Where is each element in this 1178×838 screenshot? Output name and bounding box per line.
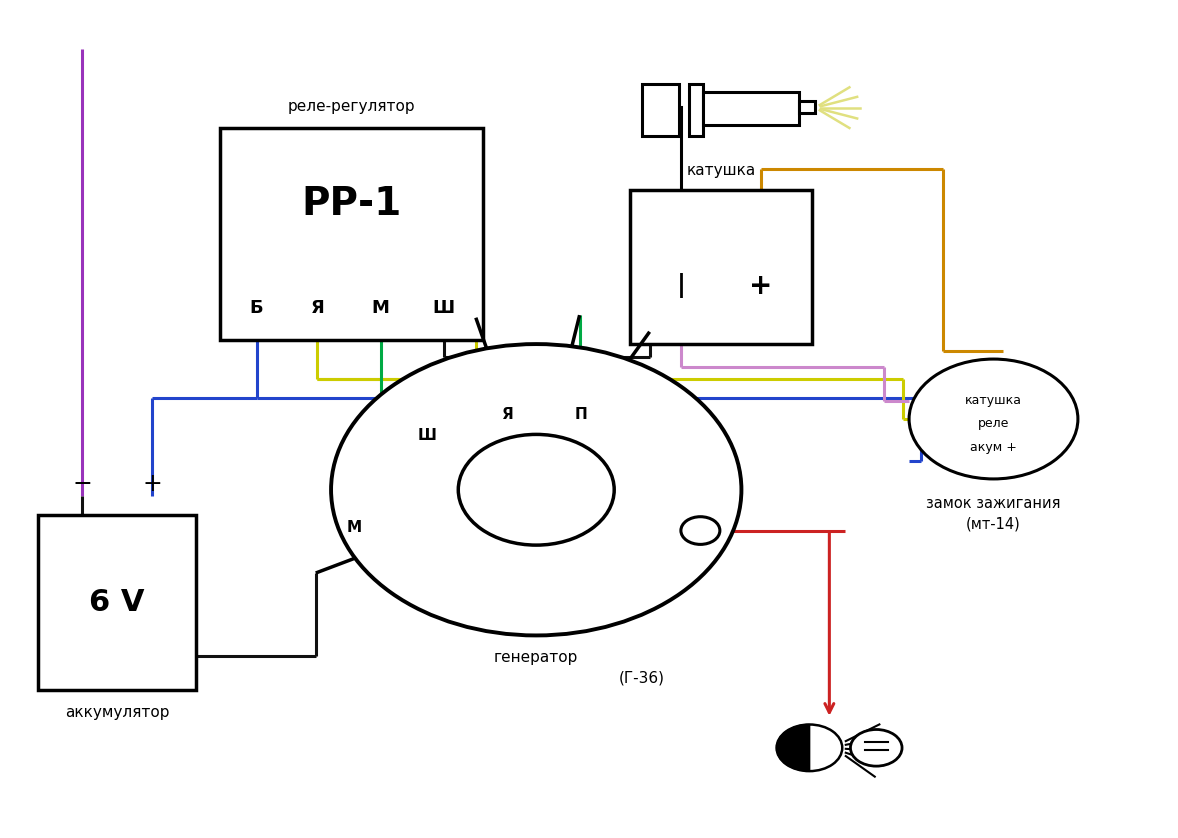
Bar: [799, 101, 815, 113]
Text: М: М: [372, 299, 390, 318]
Circle shape: [851, 730, 902, 766]
Bar: [642, 85, 680, 136]
Text: +: +: [749, 272, 773, 299]
Text: катушка: катушка: [965, 394, 1023, 407]
Text: П: П: [575, 406, 587, 422]
Text: замок зажигания: замок зажигания: [926, 495, 1060, 510]
Text: Ш: Ш: [432, 299, 455, 318]
Circle shape: [681, 517, 720, 545]
Text: аккумулятор: аккумулятор: [65, 705, 170, 720]
Text: |: |: [676, 273, 686, 298]
Text: (мт-14): (мт-14): [966, 516, 1021, 531]
Text: акум +: акум +: [969, 441, 1017, 454]
Bar: [630, 190, 812, 344]
Text: Б: Б: [250, 299, 264, 318]
Text: РР-1: РР-1: [302, 185, 402, 223]
Text: −: −: [72, 473, 92, 496]
Text: реле-регулятор: реле-регулятор: [287, 100, 416, 114]
Text: реле: реле: [978, 417, 1010, 431]
Text: +: +: [143, 473, 161, 496]
Text: Я: Я: [311, 299, 324, 318]
Text: Я: Я: [501, 406, 512, 422]
Circle shape: [909, 359, 1078, 479]
Circle shape: [331, 344, 741, 635]
Text: М: М: [348, 520, 362, 535]
Bar: [219, 127, 483, 340]
Bar: [703, 92, 799, 125]
Text: катушка: катушка: [687, 163, 755, 178]
Polygon shape: [776, 725, 809, 771]
Bar: [689, 85, 703, 136]
Bar: [38, 515, 197, 690]
Circle shape: [458, 434, 614, 545]
Text: 6 V: 6 V: [90, 587, 145, 617]
Text: Ш: Ш: [418, 428, 437, 443]
Text: генератор: генератор: [494, 650, 578, 665]
Text: (Г-36): (Г-36): [618, 670, 664, 685]
